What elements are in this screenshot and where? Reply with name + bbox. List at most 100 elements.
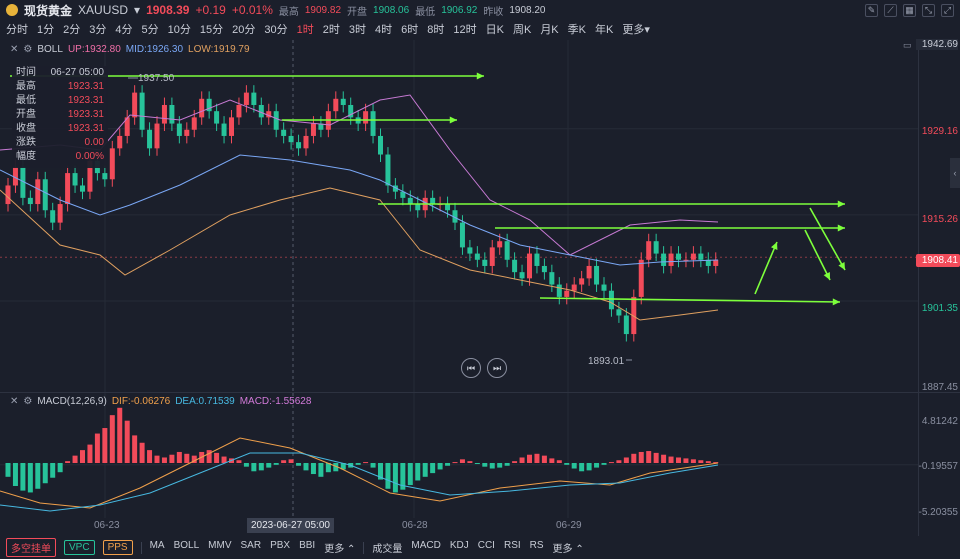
period-tab[interactable]: 4时	[375, 24, 393, 36]
arrow-head	[770, 242, 778, 250]
indicator-tab[interactable]: SAR	[240, 540, 262, 551]
indicator-tab[interactable]: KDJ	[449, 540, 469, 551]
macd-histogram-bar	[325, 463, 331, 473]
indicator-tab[interactable]: 更多 ⌃	[324, 544, 356, 555]
period-tab[interactable]: 30分	[264, 24, 288, 36]
candle-body	[27, 197, 33, 205]
trend-arrow	[809, 207, 846, 271]
indicator-tab[interactable]: MACD	[411, 540, 441, 551]
macd-histogram-bar	[653, 452, 659, 463]
period-tab[interactable]: 周K	[512, 24, 532, 36]
instrument-symbol[interactable]: XAUUSD	[78, 3, 129, 17]
candle-body	[251, 92, 257, 105]
draw-tool-icon[interactable]: ✎	[865, 4, 878, 17]
indicator-tab[interactable]: MA	[149, 540, 165, 551]
candle-body	[65, 173, 71, 205]
candle-body	[713, 259, 719, 266]
macd-histogram-bar	[474, 463, 480, 464]
macd-histogram-bar	[132, 435, 138, 463]
info-amp-label: 幅度	[16, 151, 36, 162]
candle-body	[176, 123, 182, 136]
period-tab[interactable]: 季K	[567, 24, 586, 36]
chevron-down-icon[interactable]: ▾	[134, 3, 141, 17]
candle-body	[169, 104, 175, 124]
close-icon[interactable]: ✕	[10, 396, 19, 407]
trend-arrow	[539, 297, 841, 303]
vpc-button[interactable]: VPC	[64, 540, 95, 555]
period-tab[interactable]: 更多▾	[622, 24, 650, 36]
candle-body	[363, 111, 369, 124]
candle-body	[601, 284, 607, 291]
macd-chart[interactable]	[0, 393, 918, 518]
period-tab[interactable]: 年K	[595, 24, 614, 36]
macd-histogram-bar	[258, 463, 264, 471]
close-icon[interactable]: ✕	[10, 44, 19, 55]
candle-body	[139, 92, 145, 130]
instrument-title[interactable]: 现货黄金	[24, 3, 73, 18]
period-tab[interactable]: 分时	[6, 24, 28, 36]
candle-body	[676, 253, 681, 260]
period-tab[interactable]: 8时	[427, 24, 445, 36]
candle-body	[161, 104, 167, 124]
indicator-tab[interactable]: BOLL	[173, 540, 200, 551]
trend-arrow	[804, 229, 831, 281]
indicator-tab[interactable]: 更多 ⌃	[552, 544, 584, 555]
pps-button[interactable]: PPS	[102, 540, 133, 555]
shrink-icon[interactable]: ⤡	[922, 4, 935, 17]
step-back-button[interactable]: ⏮	[461, 358, 481, 378]
period-tab[interactable]: 3分	[89, 24, 107, 36]
period-tab[interactable]: 12时	[453, 24, 477, 36]
long-short-orders-button[interactable]: 多空挂单	[6, 538, 56, 557]
indicator-tab[interactable]: RS	[529, 540, 544, 551]
macd-histogram-bar	[683, 458, 689, 463]
period-tabs: 分时 1分 2分 3分 4分 5分 10分 15分 20分 30分 1时 2时 3时 4时 6时 8时 12时日…	[6, 21, 650, 37]
macd-histogram-bar	[586, 463, 592, 471]
candle-body	[50, 210, 56, 223]
macd-histogram-bar	[20, 463, 26, 491]
settings-icon[interactable]: ⚙	[23, 396, 33, 407]
pane-divider[interactable]	[0, 392, 960, 393]
candle-body	[512, 259, 518, 273]
indicator-tab[interactable]: BBI	[299, 540, 316, 551]
draw-line-icon[interactable]: ⟋	[884, 4, 897, 17]
lock-icon[interactable]: ▭	[903, 40, 912, 50]
period-tab[interactable]: 6时	[401, 24, 419, 36]
macd-dif: DIF:-0.06276	[111, 396, 171, 407]
collapse-panel-tab[interactable]: ‹	[950, 158, 960, 188]
period-tab[interactable]: 5分	[141, 24, 159, 36]
period-tab[interactable]: 1分	[37, 24, 55, 36]
macd-histogram-bar	[623, 457, 629, 463]
indicator-tab[interactable]: 成交量	[372, 544, 403, 555]
fullscreen-icon[interactable]: ⤢	[941, 4, 954, 17]
period-tab[interactable]: 3时	[348, 24, 366, 36]
period-tab[interactable]: 15分	[199, 24, 224, 36]
indicator-tab[interactable]: MMV	[208, 540, 232, 551]
period-tab[interactable]: 日K	[485, 24, 504, 36]
grid-icon[interactable]: ▦	[903, 4, 916, 17]
info-time-label: 时间	[16, 67, 36, 78]
macd-histogram-bar	[72, 455, 78, 463]
macd-histogram-bar	[154, 455, 160, 463]
period-tab[interactable]: 4分	[115, 24, 133, 36]
settings-icon[interactable]: ⚙	[23, 44, 33, 55]
candle-body	[72, 173, 78, 186]
macd-histogram-bar	[616, 460, 622, 463]
period-tab[interactable]: 10分	[167, 24, 191, 36]
step-forward-button[interactable]: ⏭	[487, 358, 507, 378]
period-tab[interactable]: 2时	[322, 24, 340, 36]
macd-histogram-bar	[445, 463, 451, 466]
indicator-tab[interactable]: CCI	[477, 540, 495, 551]
indicator-tab[interactable]: RSI	[503, 540, 521, 551]
period-tab[interactable]: 20分	[232, 24, 256, 36]
period-tab[interactable]: 1时	[296, 24, 314, 36]
period-tab[interactable]: 2分	[63, 24, 81, 36]
period-tab[interactable]: 月K	[540, 24, 559, 36]
macd-histogram-bar	[631, 453, 637, 463]
candlestick-chart[interactable]	[0, 40, 918, 392]
candle-body	[556, 284, 562, 297]
low-label: 最低	[415, 6, 436, 18]
candle-body	[661, 253, 667, 266]
macd-dea-line	[0, 452, 719, 512]
indicator-tab[interactable]: PBX	[270, 540, 291, 551]
candle-body	[147, 129, 153, 149]
